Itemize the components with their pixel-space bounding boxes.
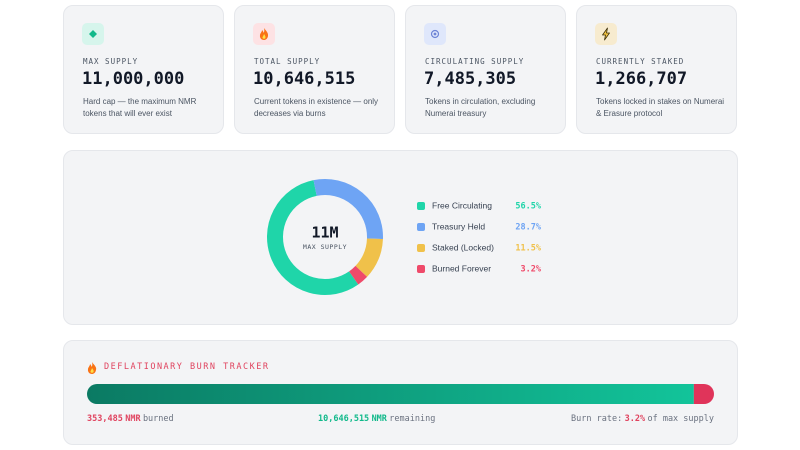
card-icon bbox=[424, 23, 446, 45]
card-description: Current tokens in existence — only decre… bbox=[254, 97, 379, 118]
legend-label: Treasury Held bbox=[432, 221, 485, 231]
legend-label: Free Circulating bbox=[432, 200, 492, 210]
burn-bar bbox=[87, 384, 714, 404]
donut-segment bbox=[267, 180, 359, 295]
burned-amount: 353,485 bbox=[87, 414, 123, 424]
remaining-text: 10,646,515 NMR remaining bbox=[318, 413, 435, 424]
donut-center-value: 11M bbox=[311, 224, 338, 242]
card-icon bbox=[595, 23, 617, 45]
legend-value: 11.5% bbox=[515, 244, 541, 254]
card-icon bbox=[82, 23, 104, 45]
rate-prefix: Burn rate: bbox=[571, 414, 623, 424]
donut-segment bbox=[313, 179, 383, 240]
distribution-panel: 11M MAX SUPPLY Free Circulating 56.5% Trea… bbox=[63, 150, 738, 325]
flame-icon bbox=[87, 362, 97, 374]
legend-swatch bbox=[417, 202, 425, 210]
legend-swatch bbox=[417, 244, 425, 252]
remaining-unit: NMR bbox=[371, 414, 387, 424]
burned-unit: NMR bbox=[125, 414, 141, 424]
card-value: 7,485,305 bbox=[424, 69, 517, 89]
card-label: CIRCULATING SUPPLY bbox=[425, 57, 525, 66]
stat-card: TOTAL SUPPLY 10,646,515 Current tokens in … bbox=[234, 5, 395, 134]
card-value: 11,000,000 bbox=[82, 69, 185, 89]
donut-segment bbox=[348, 265, 368, 285]
donut-center-label: MAX SUPPLY bbox=[303, 243, 347, 251]
burned-suffix: burned bbox=[142, 414, 174, 424]
legend-value: 3.2% bbox=[521, 265, 542, 275]
card-label: CURRENTLY STAKED bbox=[596, 57, 685, 66]
stat-card: CURRENTLY STAKED 1,266,707 Tokens locked i… bbox=[576, 5, 737, 134]
legend-swatch bbox=[417, 223, 425, 231]
legend-value: 56.5% bbox=[515, 202, 541, 212]
card-description: Tokens in circulation, excluding Numerai… bbox=[425, 97, 536, 118]
burned-bar bbox=[693, 384, 714, 404]
rate-text: Burn rate: 3.2% of max supply bbox=[571, 413, 714, 424]
card-value: 10,646,515 bbox=[253, 69, 356, 89]
burn-panel: DEFLATIONARY BURN TRACKER 353,485 NMR bu… bbox=[63, 340, 738, 445]
stat-card: CIRCULATING SUPPLY 7,485,305 Tokens in cir… bbox=[405, 5, 566, 134]
remaining-amount: 10,646,515 bbox=[318, 414, 370, 424]
donut-chart: 11M MAX SUPPLY Free Circulating 56.5% Trea… bbox=[267, 179, 542, 295]
card-label: TOTAL SUPPLY bbox=[254, 57, 321, 66]
remaining-suffix: remaining bbox=[389, 414, 436, 424]
card-description: Hard cap — the maximum NMR tokens that w… bbox=[83, 97, 197, 118]
card-description: Tokens locked in stakes on Numerai & Era… bbox=[596, 97, 725, 118]
burn-title: DEFLATIONARY BURN TRACKER bbox=[104, 362, 270, 372]
stat-card: MAX SUPPLY 11,000,000 Hard cap — the maxim… bbox=[63, 5, 224, 134]
remaining-bar bbox=[87, 384, 694, 404]
legend-label: Staked (Locked) bbox=[432, 242, 494, 252]
card-icon bbox=[253, 23, 275, 45]
donut-segment bbox=[355, 238, 383, 277]
rate-value: 3.2% bbox=[624, 414, 646, 424]
rate-suffix: of max supply bbox=[647, 414, 714, 424]
card-label: MAX SUPPLY bbox=[83, 57, 139, 66]
legend-swatch bbox=[417, 265, 425, 273]
bar-fill bbox=[87, 384, 714, 404]
burned-text: 353,485 NMR burned bbox=[87, 413, 174, 424]
legend-label: Burned Forever bbox=[432, 263, 491, 273]
card-value: 1,266,707 bbox=[595, 69, 688, 89]
legend-value: 28.7% bbox=[515, 223, 541, 233]
